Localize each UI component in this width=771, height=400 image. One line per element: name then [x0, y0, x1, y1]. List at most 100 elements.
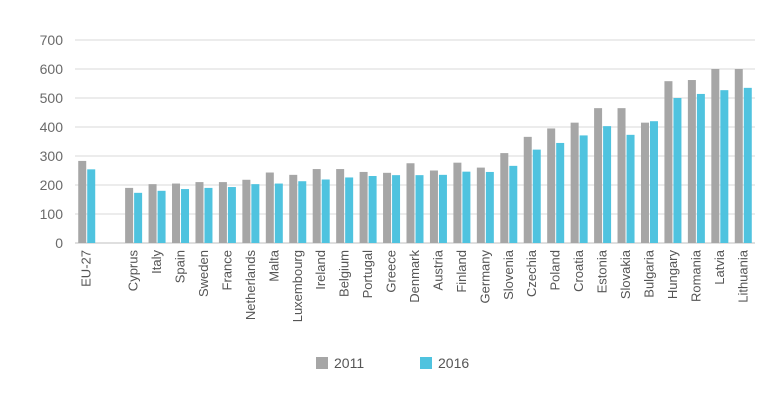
- bar-2011: [218, 182, 227, 243]
- x-tick-label: Slovenia: [501, 249, 516, 300]
- legend-swatch: [420, 357, 432, 369]
- y-tick-label: 600: [40, 61, 64, 77]
- x-tick-label: Romania: [688, 249, 703, 302]
- y-tick-label: 200: [40, 177, 64, 193]
- legend: 2011 2016: [316, 355, 469, 371]
- bar-2011: [312, 169, 321, 243]
- bar-2016: [415, 175, 424, 243]
- bar-2011: [500, 153, 509, 243]
- bar-2016: [87, 169, 96, 243]
- bar-2016: [720, 90, 729, 243]
- y-tick-label: 500: [40, 90, 64, 106]
- bar-2011: [687, 80, 696, 244]
- bar-2016: [134, 192, 143, 243]
- bar-2016: [462, 171, 471, 243]
- bar-2011: [383, 172, 392, 243]
- y-tick-label: 300: [40, 148, 64, 164]
- bar-2016: [345, 177, 354, 243]
- x-tick-label: Bulgaria: [641, 249, 656, 297]
- bar-2011: [406, 163, 415, 243]
- x-tick-label: Malta: [266, 249, 281, 282]
- bar-2016: [204, 187, 213, 243]
- x-tick-label: Finland: [454, 250, 469, 293]
- bar-2016: [626, 134, 635, 243]
- bar-2011: [265, 172, 274, 243]
- bar-2011: [148, 184, 157, 243]
- y-tick-label: 400: [40, 119, 64, 135]
- bar-2011: [195, 182, 204, 243]
- bar-2016: [532, 149, 541, 243]
- bar-2011: [172, 183, 181, 243]
- bar-2011: [125, 187, 134, 243]
- bar-2011: [617, 108, 626, 244]
- x-tick-label: Cyprus: [126, 250, 141, 292]
- bar-2011: [336, 169, 345, 243]
- bar-2011: [476, 167, 485, 243]
- x-tick-label: Poland: [548, 250, 563, 290]
- legend-label: 2016: [438, 355, 469, 371]
- bar-2011: [78, 160, 87, 243]
- x-tick-label: France: [219, 250, 234, 290]
- x-tick-label: Austria: [430, 249, 445, 290]
- x-tick-label: Germany: [477, 250, 492, 304]
- bar-2016: [673, 98, 682, 243]
- x-tick-label: Belgium: [337, 250, 352, 297]
- bar-2016: [368, 176, 377, 243]
- bar-2011: [711, 69, 720, 243]
- bar-2016: [227, 187, 236, 243]
- bar-2016: [438, 174, 447, 243]
- x-tick-label: Luxembourg: [290, 250, 305, 322]
- bar-2016: [509, 165, 518, 243]
- legend-swatch: [316, 357, 328, 369]
- legend-label: 2011: [334, 355, 364, 371]
- bar-2016: [157, 190, 166, 243]
- bar-2011: [453, 162, 462, 243]
- x-tick-label: Croatia: [571, 249, 586, 292]
- x-tick-label: Latvia: [712, 249, 727, 284]
- bar-2016: [485, 171, 494, 243]
- bar-2016: [743, 87, 752, 243]
- y-tick-label: 0: [55, 235, 63, 251]
- x-tick-label: Denmark: [407, 250, 422, 303]
- bar-2016: [298, 181, 307, 243]
- bar-2011: [242, 179, 251, 243]
- x-tick-label: EU-27: [79, 250, 94, 287]
- bar-2016: [556, 142, 565, 243]
- y-axis-ticks: 0 100 200 300 400 500 600 700: [40, 32, 64, 251]
- x-tick-label: Ireland: [313, 250, 328, 290]
- x-tick-label: Spain: [173, 250, 188, 283]
- bar-2016: [181, 189, 190, 243]
- bar-2011: [594, 108, 603, 244]
- y-tick-label: 700: [40, 32, 64, 48]
- bar-2011: [429, 170, 438, 243]
- bar-2011: [734, 69, 743, 243]
- x-tick-label: Estonia: [595, 249, 610, 293]
- bar-2016: [251, 184, 260, 243]
- y-tick-label: 100: [40, 206, 64, 222]
- bar-2011: [289, 174, 298, 243]
- bar-2016: [696, 93, 705, 243]
- bar-2016: [649, 121, 658, 243]
- bar-2016: [274, 183, 283, 243]
- bar-2011: [570, 122, 579, 243]
- bar-2016: [603, 126, 612, 243]
- bar-2016: [392, 175, 401, 243]
- x-tick-label: Greece: [384, 250, 399, 293]
- bars: [78, 69, 752, 244]
- x-tick-label: Portugal: [360, 250, 375, 299]
- bar-2011: [640, 122, 649, 243]
- x-tick-label: Italy: [149, 250, 164, 274]
- x-tick-label: Lithuania: [735, 249, 750, 303]
- bar-2011: [664, 81, 673, 244]
- bar-2011: [547, 128, 556, 243]
- x-tick-label: Netherlands: [243, 250, 258, 321]
- x-tick-label: Czechia: [524, 249, 539, 297]
- bar-2011: [523, 136, 532, 243]
- bar-2011: [359, 171, 368, 243]
- x-tick-label: Sweden: [196, 250, 211, 297]
- x-axis-labels: EU-27 Cyprus Italy Spain Sweden France Netherl…: [79, 249, 751, 322]
- bar-2016: [579, 135, 588, 243]
- bar-2016: [321, 179, 330, 243]
- x-tick-label: Hungary: [665, 250, 680, 300]
